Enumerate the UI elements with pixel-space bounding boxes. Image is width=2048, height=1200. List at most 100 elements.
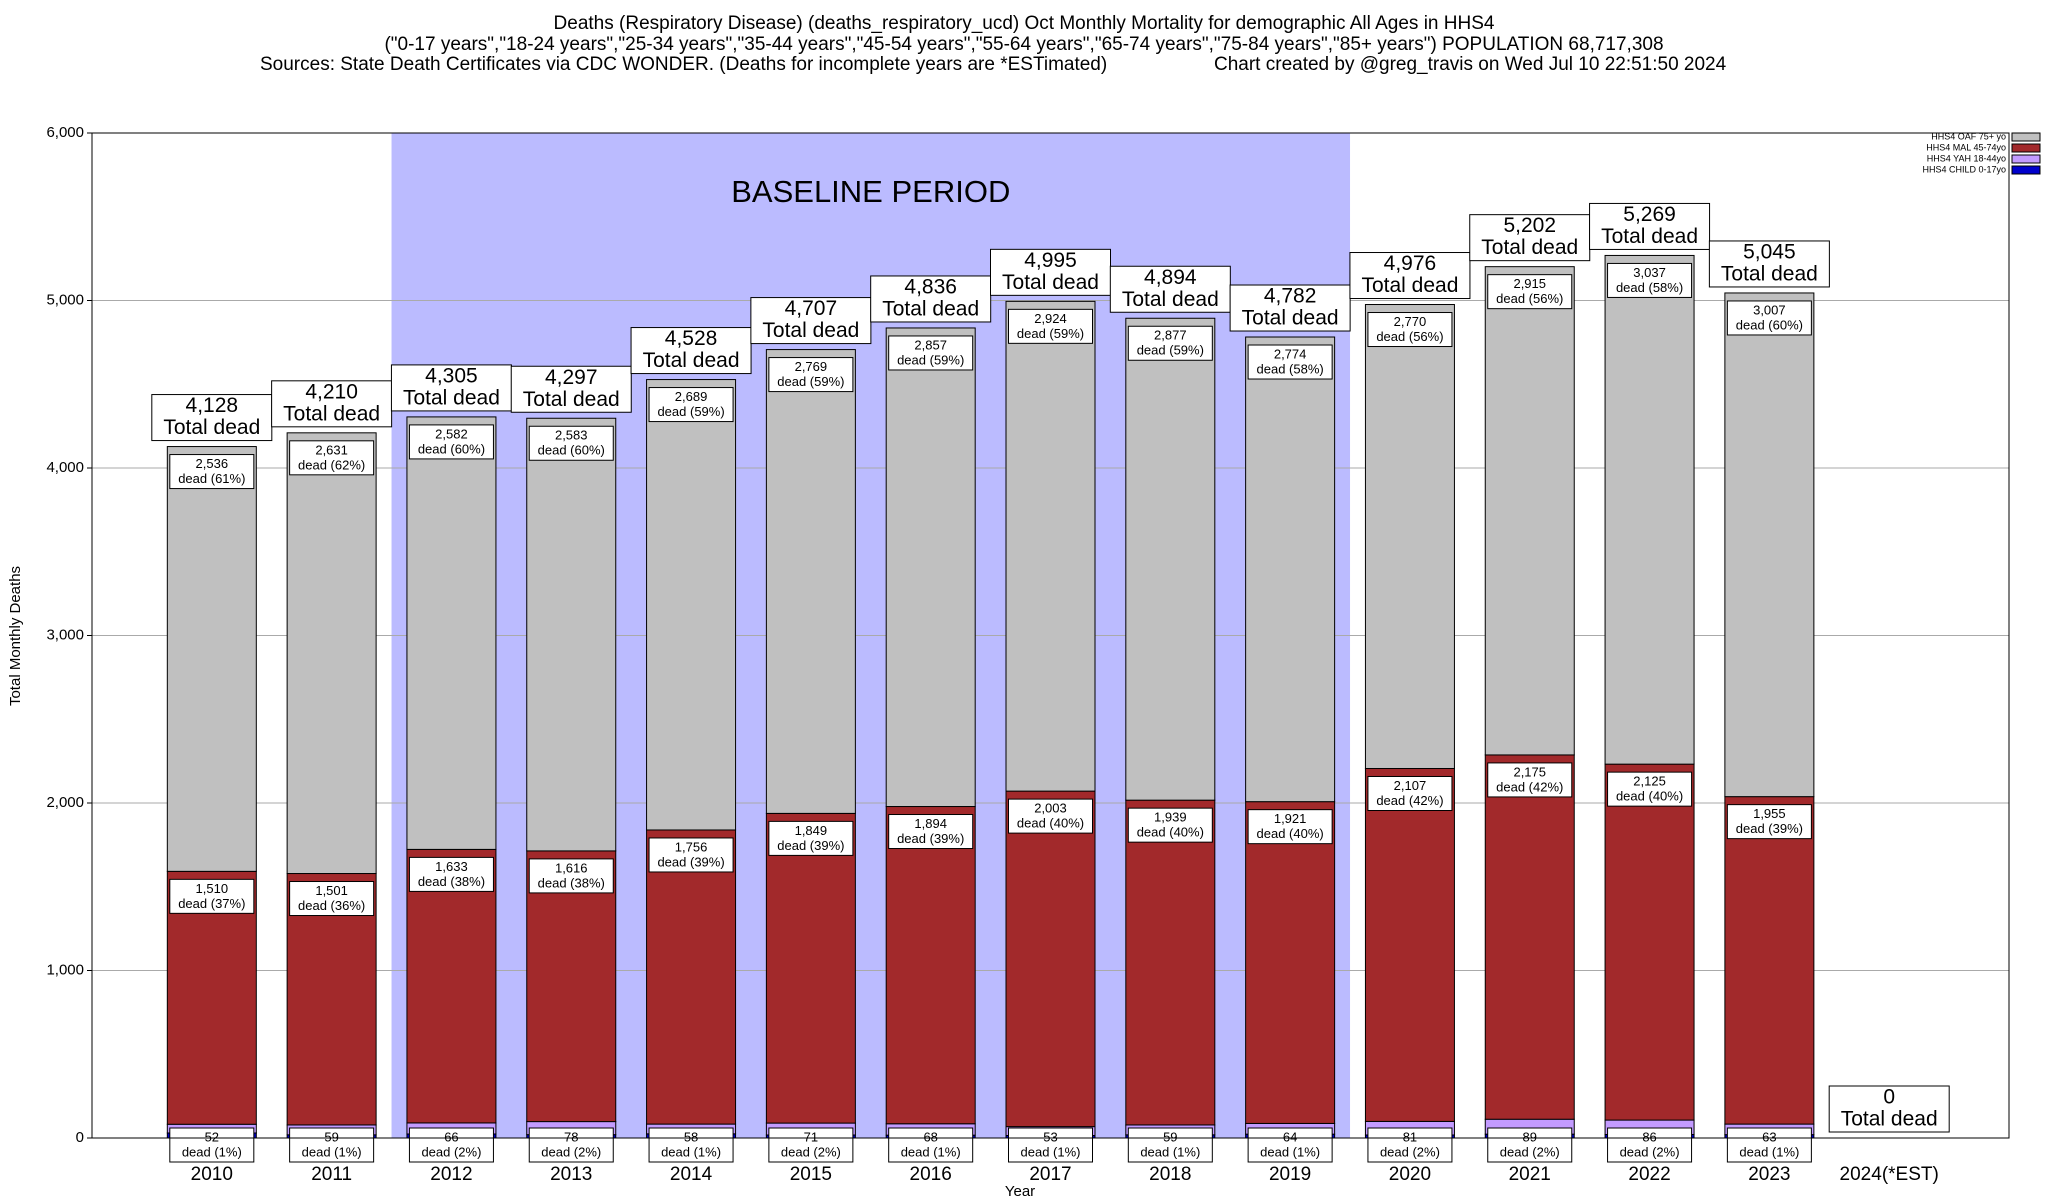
data-label-percent: dead (60%) <box>538 443 605 458</box>
data-label-box <box>648 837 734 873</box>
x-tick-label: 2019 <box>1269 1164 1311 1185</box>
data-label: 71 <box>804 1129 818 1144</box>
bar-segment <box>1724 796 1815 1125</box>
x-tick-label: 2023 <box>1748 1164 1790 1185</box>
data-label-box <box>408 1127 494 1163</box>
bar-segment <box>1245 336 1336 803</box>
data-label-percent: dead (60%) <box>418 441 485 456</box>
data-label-percent: dead (1%) <box>1140 1144 1200 1159</box>
data-label: 1,633 <box>435 859 468 874</box>
legend-swatch <box>2011 154 2041 164</box>
data-label: 3,007 <box>1753 302 1786 317</box>
total-caption: Total dead <box>1122 288 1219 311</box>
x-tick-label: 2016 <box>910 1164 952 1185</box>
bar-segment <box>765 812 856 1124</box>
data-label-percent: dead (56%) <box>1496 291 1563 306</box>
bar-segment <box>166 446 257 872</box>
data-label-box <box>888 1127 974 1163</box>
y-axis-title: Total Monthly Deaths <box>7 566 24 706</box>
data-label-box <box>1487 1127 1573 1163</box>
total-box <box>271 380 393 428</box>
data-label: 2,583 <box>555 428 588 443</box>
data-label: 1,939 <box>1154 810 1187 825</box>
data-label-percent: dead (2%) <box>541 1144 601 1159</box>
x-tick-label: 2015 <box>790 1164 832 1185</box>
data-label-box <box>768 357 854 393</box>
chart-subtitle: ("0-17 years","18-24 years","25-34 years… <box>384 34 1663 55</box>
y-tick-label: 1,000 <box>46 961 84 978</box>
legend-label: HHS4 YAH 18-44yo <box>1927 153 2006 163</box>
data-label-percent: dead (42%) <box>1496 779 1563 794</box>
data-label: 2,003 <box>1034 801 1067 816</box>
x-tick-label: 2011 <box>311 1164 352 1185</box>
total-label: 5,269 <box>1623 203 1676 226</box>
data-label: 3,037 <box>1633 265 1666 280</box>
bar-segment <box>885 806 976 1125</box>
total-label: 4,782 <box>1264 285 1317 308</box>
data-label-percent: dead (39%) <box>777 838 844 853</box>
total-label: 4,995 <box>1024 249 1077 272</box>
data-label: 1,501 <box>315 883 348 898</box>
total-box <box>1229 284 1351 332</box>
total-label: 4,297 <box>545 366 598 389</box>
total-caption: Total dead <box>523 388 620 411</box>
data-label-box <box>528 858 614 894</box>
data-label-percent: dead (1%) <box>182 1144 242 1159</box>
y-tick-label: 4,000 <box>46 459 84 476</box>
data-label-box <box>289 1127 375 1163</box>
bar-segment <box>526 417 617 852</box>
legend-swatch <box>2011 165 2041 175</box>
data-label-percent: dead (39%) <box>657 854 724 869</box>
data-label-percent: dead (56%) <box>1376 329 1443 344</box>
bar-segment <box>406 848 497 1124</box>
data-label-percent: dead (2%) <box>781 1144 841 1159</box>
total-caption: Total dead <box>1481 236 1578 259</box>
data-label-percent: dead (38%) <box>418 874 485 889</box>
data-label-box <box>289 881 375 917</box>
bar-segment <box>1364 304 1455 769</box>
y-tick-label: 0 <box>76 1129 84 1146</box>
total-box <box>1109 265 1231 313</box>
data-label-box <box>1247 1127 1333 1163</box>
data-label: 53 <box>1043 1129 1057 1144</box>
bar-segment <box>1724 292 1815 798</box>
data-label-box <box>1726 1127 1812 1163</box>
total-box <box>750 297 872 345</box>
data-label-percent: dead (1%) <box>901 1144 961 1159</box>
data-label-percent: dead (42%) <box>1376 793 1443 808</box>
data-label-box <box>1008 798 1093 834</box>
baseline-label: BASELINE PERIOD <box>731 174 1010 209</box>
total-label: 4,128 <box>186 394 239 417</box>
total-label: 5,045 <box>1743 241 1796 264</box>
bar-segment <box>1125 799 1216 1126</box>
total-box <box>990 248 1111 296</box>
data-label-box <box>1607 1127 1693 1163</box>
x-tick-label: 2014 <box>670 1164 713 1185</box>
data-label-box <box>1726 804 1812 840</box>
total-box <box>1349 252 1471 300</box>
total-caption: Total dead <box>1721 263 1818 286</box>
bar-segment <box>1364 767 1455 1122</box>
data-label-percent: dead (61%) <box>178 471 245 486</box>
bar-segment <box>646 829 737 1125</box>
data-label-percent: dead (2%) <box>1380 1144 1440 1159</box>
x-tick-label: 2017 <box>1029 1164 1071 1185</box>
data-label-percent: dead (36%) <box>298 898 365 913</box>
data-label: 1,894 <box>914 816 947 831</box>
data-label-box <box>528 1127 614 1163</box>
data-label: 1,616 <box>555 860 588 875</box>
data-label-box <box>169 1127 255 1163</box>
x-tick-label: 2010 <box>191 1164 233 1185</box>
data-label-box <box>888 814 974 850</box>
data-label-box <box>1008 1127 1093 1163</box>
data-label: 1,955 <box>1753 806 1786 821</box>
data-label: 2,857 <box>914 337 947 352</box>
bar-segment <box>1604 763 1695 1121</box>
data-label-box <box>169 454 255 490</box>
data-label-box <box>1367 1127 1453 1163</box>
data-label-percent: dead (39%) <box>1736 821 1803 836</box>
total-box <box>870 275 992 323</box>
total-caption: Total dead <box>403 386 500 409</box>
data-label: 2,125 <box>1633 774 1666 789</box>
total-caption: Total dead <box>1242 307 1339 330</box>
